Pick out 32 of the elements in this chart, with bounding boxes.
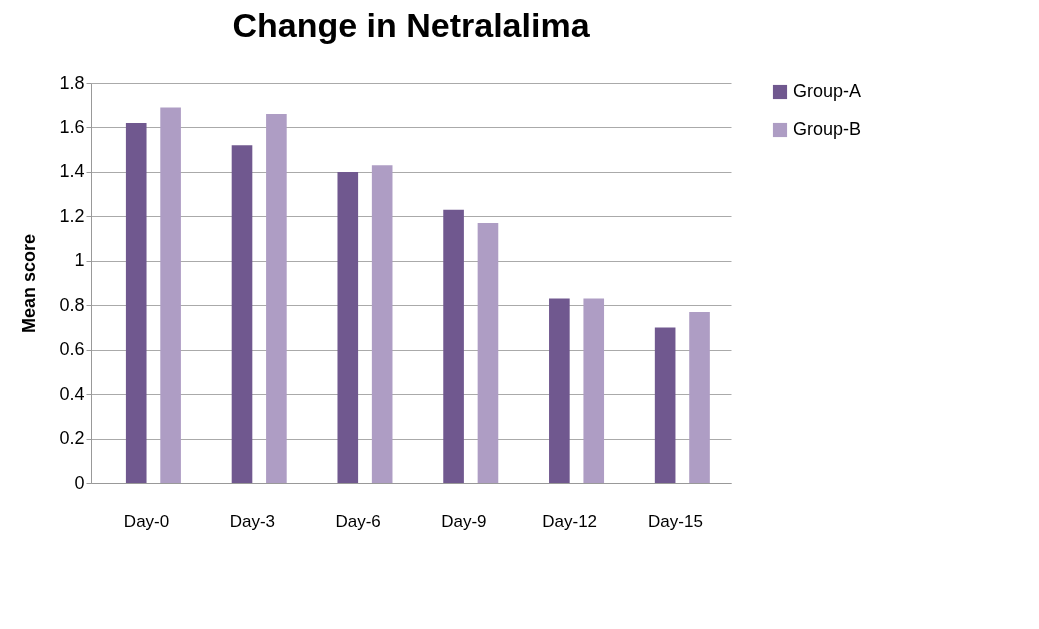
y-tick-label: 1.6	[59, 116, 85, 137]
x-tick-label: Day-9	[441, 511, 487, 531]
y-tick-label: 1.8	[59, 72, 85, 93]
y-tick-label: 0.8	[59, 294, 85, 315]
bar	[125, 123, 147, 483]
bar	[654, 327, 676, 483]
y-tick-label: 1	[74, 250, 85, 271]
bar	[337, 171, 359, 483]
legend-label: Group-B	[793, 119, 862, 139]
y-tick-label: 0.4	[59, 383, 85, 404]
y-tick-label: 0.6	[59, 339, 85, 360]
y-axis-title: Mean score	[19, 233, 40, 334]
legend-label: Group-A	[793, 81, 862, 101]
x-tick-label: Day-3	[229, 511, 275, 531]
x-tick-label: Day-15	[648, 511, 703, 531]
bar	[549, 298, 570, 483]
bar	[477, 223, 499, 483]
y-tick-label: 0.2	[59, 428, 85, 449]
chart-title: Change in Netralalima	[232, 6, 591, 44]
bar	[443, 209, 464, 483]
y-tick-label: 1.2	[59, 205, 85, 226]
y-tick-label: 0	[74, 472, 85, 493]
bar	[160, 107, 181, 483]
bar	[266, 114, 287, 483]
x-tick-label: Day-0	[123, 511, 170, 531]
bar	[371, 165, 393, 483]
y-tick-label: 1.4	[59, 161, 85, 182]
x-tick-label: Day-12	[542, 511, 598, 531]
bar	[231, 145, 253, 483]
x-tick-label: Day-6	[335, 511, 381, 531]
bar	[689, 311, 710, 483]
bar	[583, 298, 605, 483]
